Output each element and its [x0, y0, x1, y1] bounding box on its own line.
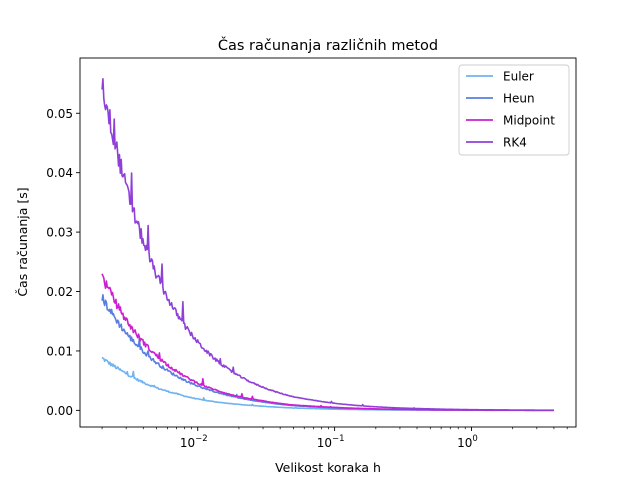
y-tick-label-0: 0.00: [46, 404, 73, 418]
legend-label-midpoint: Midpoint: [503, 114, 555, 128]
legend-label-rk4: RK4: [503, 136, 527, 150]
y-tick-label-4: 0.04: [46, 166, 73, 180]
series-line-midpoint: [101, 273, 554, 412]
y-tick-label-5: 0.05: [46, 107, 73, 121]
legend: Euler Heun Midpoint RK4: [458, 64, 570, 156]
x-tick-label-2: 100: [457, 434, 478, 450]
x-axis-label: Velikost koraka h: [275, 460, 381, 475]
y-axis-label: Čas računanja [s]: [15, 187, 30, 296]
legend-label-heun: Heun: [503, 92, 535, 106]
y-tick-label-3: 0.03: [46, 226, 73, 240]
y-tick-label-1: 0.01: [46, 344, 73, 358]
y-tick-label-2: 0.02: [46, 285, 73, 299]
legend-label-euler: Euler: [503, 70, 534, 84]
plot-area: [101, 78, 554, 412]
x-tick-label-1: 10−1: [317, 434, 345, 450]
y-axis: 0.00 0.01 0.02 0.03 0.04 0.05: [46, 107, 80, 418]
series-line-rk4: [101, 78, 554, 411]
plot-frame: [79, 57, 577, 428]
chart-title: Čas računanja različnih metod: [218, 36, 438, 54]
legend-box: [458, 64, 570, 156]
x-axis: 10−2 10−1 100: [101, 427, 568, 450]
x-tick-label-0: 10−2: [180, 434, 208, 450]
